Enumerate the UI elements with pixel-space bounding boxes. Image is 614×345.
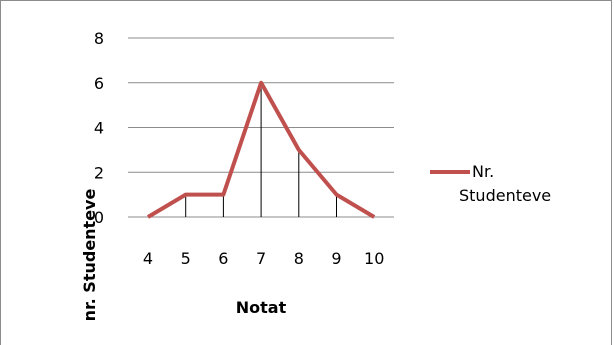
x-axis-title: Notat <box>236 298 287 317</box>
series-group <box>146 80 376 219</box>
y-tick-label: 0 <box>94 208 104 227</box>
x-tick-label: 7 <box>256 249 266 268</box>
y-tick-label: 4 <box>94 119 104 138</box>
y-tick-labels: 0 2 4 6 8 <box>94 29 104 227</box>
x-tick-labels: 4 5 6 7 8 9 10 <box>143 249 384 268</box>
x-tick-label: 9 <box>331 249 341 268</box>
y-axis-title: nr. Studenteve <box>80 189 99 322</box>
drop-lines <box>185 82 337 217</box>
legend-label-line-1: Nr. <box>472 162 494 181</box>
x-tick-label: 5 <box>181 249 191 268</box>
y-tick-label: 6 <box>94 74 104 93</box>
y-tick-label: 8 <box>94 29 104 48</box>
legend-label-line-2: Studenteve <box>459 186 551 205</box>
x-tick-label: 4 <box>143 249 153 268</box>
x-tick-label: 10 <box>364 249 384 268</box>
x-tick-label: 8 <box>294 249 304 268</box>
y-tick-label: 2 <box>94 163 104 182</box>
legend: Nr. Studenteve <box>430 162 551 205</box>
x-tick-label: 6 <box>218 249 228 268</box>
